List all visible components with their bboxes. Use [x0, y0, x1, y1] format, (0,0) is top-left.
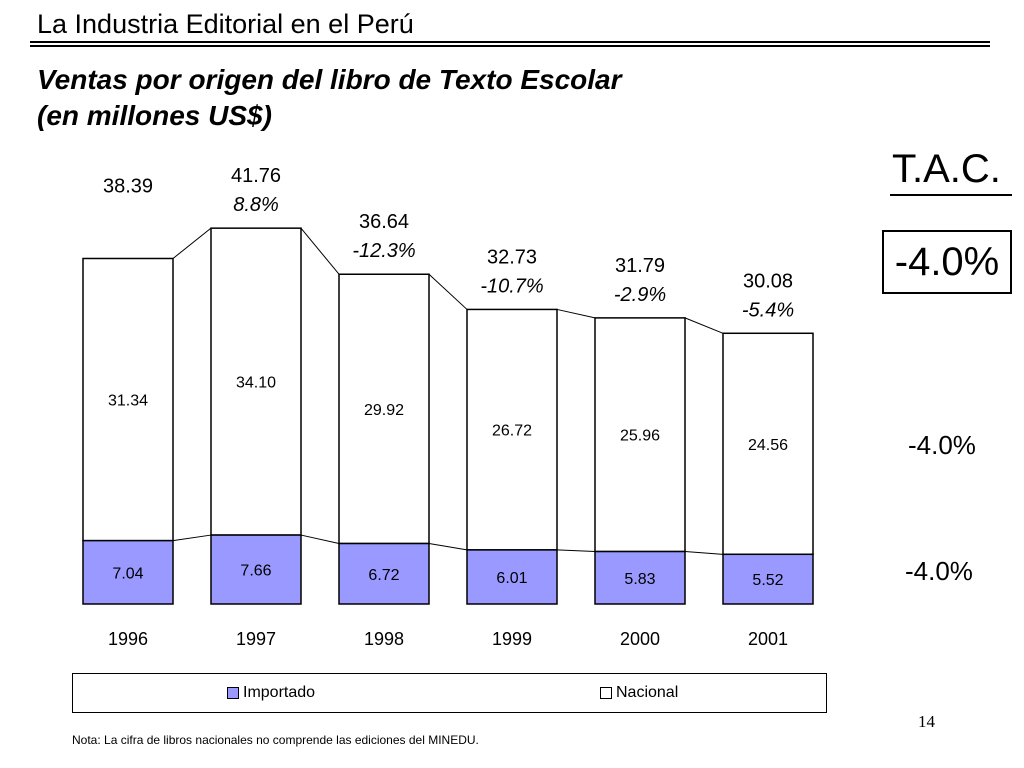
label-nacional-2000: 25.96	[620, 428, 660, 445]
label-nacional-1999: 26.72	[492, 423, 532, 440]
x-tick-1999: 1999	[492, 629, 532, 649]
label-nacional-1997: 34.10	[236, 375, 276, 392]
x-tick-2000: 2000	[620, 629, 660, 649]
bar-importado-2000	[594, 550, 686, 605]
header-rule-bottom	[30, 45, 990, 47]
label-nacional-2001: 24.56	[748, 437, 788, 454]
connector-total-1	[300, 227, 340, 275]
header-rule-top	[30, 41, 990, 43]
bar-importado-1998	[338, 542, 430, 605]
legend-item-importado: Importado	[227, 683, 315, 703]
chart-title-line-1: Ventas por origen del libro de Texto Esc…	[37, 64, 622, 95]
label-importado-1996: 7.04	[112, 565, 143, 582]
chart-title: Ventas por origen del libro de Texto Esc…	[37, 62, 797, 134]
connector-total-0	[172, 227, 212, 259]
label-importado-1999: 6.01	[496, 570, 527, 587]
label-growth-2001: -5.4%	[742, 299, 794, 321]
bar-importado-1996	[82, 539, 174, 605]
legend-label-nacional: Nacional	[616, 684, 679, 701]
connector-total-3	[556, 308, 596, 319]
chart-title-line-2: (en millones US$)	[37, 100, 272, 131]
label-growth-2000: -2.9%	[614, 284, 666, 306]
chart-legend: Importado Nacional	[72, 673, 827, 713]
bar-importado-2001	[722, 553, 814, 605]
label-growth-1997: 8.8%	[233, 194, 279, 216]
legend-label-importado: Importado	[243, 684, 316, 701]
footnote: Nota: La cifra de libros nacionales no c…	[72, 733, 479, 747]
label-importado-2000: 5.83	[624, 571, 655, 588]
tac-nacional: -4.0%	[908, 430, 976, 460]
label-nacional-1996: 31.34	[108, 393, 148, 410]
label-importado-1998: 6.72	[368, 567, 399, 584]
label-total-1998: 36.64	[359, 211, 409, 233]
tac-title: T.A.C.	[892, 147, 1001, 191]
tac-underline	[890, 194, 1012, 196]
label-total-1997: 41.76	[231, 165, 281, 187]
label-nacional-1998: 29.92	[364, 402, 404, 419]
header-title: La Industria Editorial en el Perú	[37, 9, 414, 39]
bar-nacional-2001	[722, 332, 814, 556]
connector-importado-2	[428, 543, 468, 551]
page-number: 14	[918, 712, 935, 731]
label-total-2000: 31.79	[615, 255, 665, 277]
connector-total-2	[428, 273, 468, 310]
x-tick-1998: 1998	[364, 629, 404, 649]
bar-nacional-2000	[594, 317, 686, 553]
legend-swatch-importado	[227, 687, 239, 699]
tac-importado: -4.0%	[905, 556, 973, 586]
connector-importado-4	[684, 551, 724, 555]
tac-total-box: -4.0%	[882, 230, 1012, 294]
x-tick-1997: 1997	[236, 629, 276, 649]
label-importado-1997: 7.66	[240, 563, 271, 580]
bar-nacional-1999	[466, 308, 558, 551]
label-growth-1998: -12.3%	[352, 240, 415, 262]
bar-nacional-1997	[210, 227, 302, 536]
legend-item-nacional: Nacional	[600, 683, 678, 703]
bar-nacional-1998	[338, 273, 430, 545]
connector-total-4	[684, 317, 724, 334]
x-tick-1996: 1996	[108, 629, 148, 649]
label-total-1996: 38.39	[103, 175, 153, 197]
bar-importado-1999	[466, 549, 558, 605]
connector-importado-0	[172, 534, 212, 542]
bar-importado-1997	[210, 534, 302, 605]
label-importado-2001: 5.52	[752, 572, 783, 589]
legend-swatch-nacional	[600, 687, 612, 699]
label-total-2001: 30.08	[743, 270, 793, 292]
label-total-1999: 32.73	[487, 246, 537, 268]
x-tick-2001: 2001	[748, 629, 788, 649]
connector-importado-1	[300, 534, 340, 545]
connector-importado-3	[556, 549, 596, 553]
label-growth-1999: -10.7%	[480, 275, 543, 297]
